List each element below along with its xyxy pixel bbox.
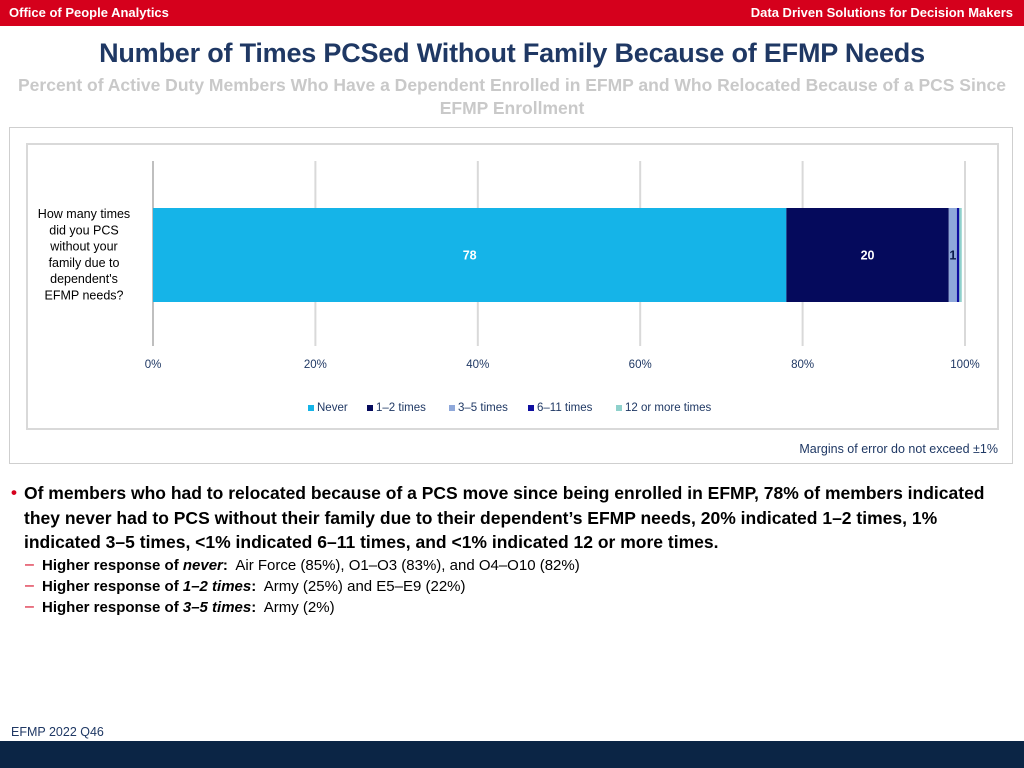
category-label: family due to <box>49 256 120 270</box>
data-label: 1 <box>949 249 956 263</box>
x-tick-label: 60% <box>629 359 652 371</box>
page-title: Number of Times PCSed Without Family Bec… <box>99 38 925 68</box>
legend-label: 3–5 times <box>458 402 508 414</box>
data-label: 78 <box>463 249 477 263</box>
x-tick-label: 100% <box>950 359 979 371</box>
plot-frame <box>26 143 999 430</box>
bar-segment <box>153 208 787 302</box>
sub-finding: – Higher response of 3–5 times: Army (2%… <box>11 597 1011 618</box>
dash-icon: – <box>25 597 34 615</box>
legend-swatch <box>308 405 314 411</box>
legend-swatch <box>616 405 622 411</box>
category-label: did you PCS <box>49 223 118 237</box>
legend-label: Never <box>317 402 348 414</box>
legend-label: 1–2 times <box>376 402 426 414</box>
bar-segment <box>786 208 949 302</box>
header-bar: Office of People Analytics Data Driven S… <box>0 0 1024 26</box>
org-name: Office of People Analytics <box>9 5 169 20</box>
legend-swatch <box>528 405 534 411</box>
sub-finding: – Higher response of never: Air Force (8… <box>11 555 1011 576</box>
sub-finding-prefix: Higher response of <box>42 577 183 595</box>
sub-finding-prefix: Higher response of <box>42 556 183 574</box>
bullet-icon: • <box>11 483 17 502</box>
x-tick-label: 40% <box>466 359 489 371</box>
legend-label: 12 or more times <box>625 402 712 414</box>
category-label: How many times <box>38 207 130 221</box>
legend-swatch <box>367 405 373 411</box>
dash-icon: – <box>25 576 34 594</box>
bar-segment <box>948 208 957 302</box>
sub-finding-colon: : <box>251 598 257 616</box>
dash-icon: – <box>25 555 34 573</box>
main-finding-text: Of members who had to relocated because … <box>24 483 985 552</box>
margin-of-error-note: Margins of error do not exceed ±1% <box>799 442 998 456</box>
category-label: without your <box>49 240 117 254</box>
bar-segment <box>956 208 960 302</box>
footer-bar <box>0 741 1024 768</box>
chart-frame: 0% 20% 40% 60% 80% 100% 78 20 1 How many times did… <box>9 127 1013 464</box>
sub-finding: – Higher response of 1–2 times: Army (25… <box>11 576 1011 597</box>
stacked-bar-chart: 0% 20% 40% 60% 80% 100% 78 20 1 How many times did… <box>38 161 980 414</box>
data-label: 20 <box>861 249 875 263</box>
sub-finding-emphasis: 1–2 times <box>182 577 252 595</box>
tagline: Data Driven Solutions for Decision Maker… <box>750 5 1013 20</box>
sub-finding-prefix: Higher response of <box>42 598 183 616</box>
legend-swatch <box>449 405 455 411</box>
sub-finding-emphasis: 3–5 times <box>182 598 252 616</box>
sub-finding-emphasis: never <box>182 556 223 574</box>
sub-finding-text: Army (25%) and E5–E9 (22%) <box>256 577 466 595</box>
bar-segment <box>959 208 962 302</box>
page-subtitle: Percent of Active Duty Members Who Have … <box>18 75 1006 118</box>
x-tick-label: 0% <box>145 359 162 371</box>
x-tick-label: 80% <box>791 359 814 371</box>
sub-finding-colon: : <box>251 577 257 595</box>
question-reference: EFMP 2022 Q46 <box>11 725 104 739</box>
category-label: dependent's <box>50 272 118 286</box>
sub-finding-text: Air Force (85%), O1–O3 (83%), and O4–O10… <box>227 556 580 574</box>
main-finding: • Of members who had to relocated becaus… <box>11 481 1011 555</box>
legend-label: 6–11 times <box>537 402 593 414</box>
sub-finding-text: Army (2%) <box>256 598 335 616</box>
category-label: EFMP needs? <box>45 289 124 303</box>
sub-finding-colon: : <box>222 556 228 574</box>
findings: • Of members who had to relocated becaus… <box>11 481 1011 618</box>
x-tick-label: 20% <box>304 359 327 371</box>
